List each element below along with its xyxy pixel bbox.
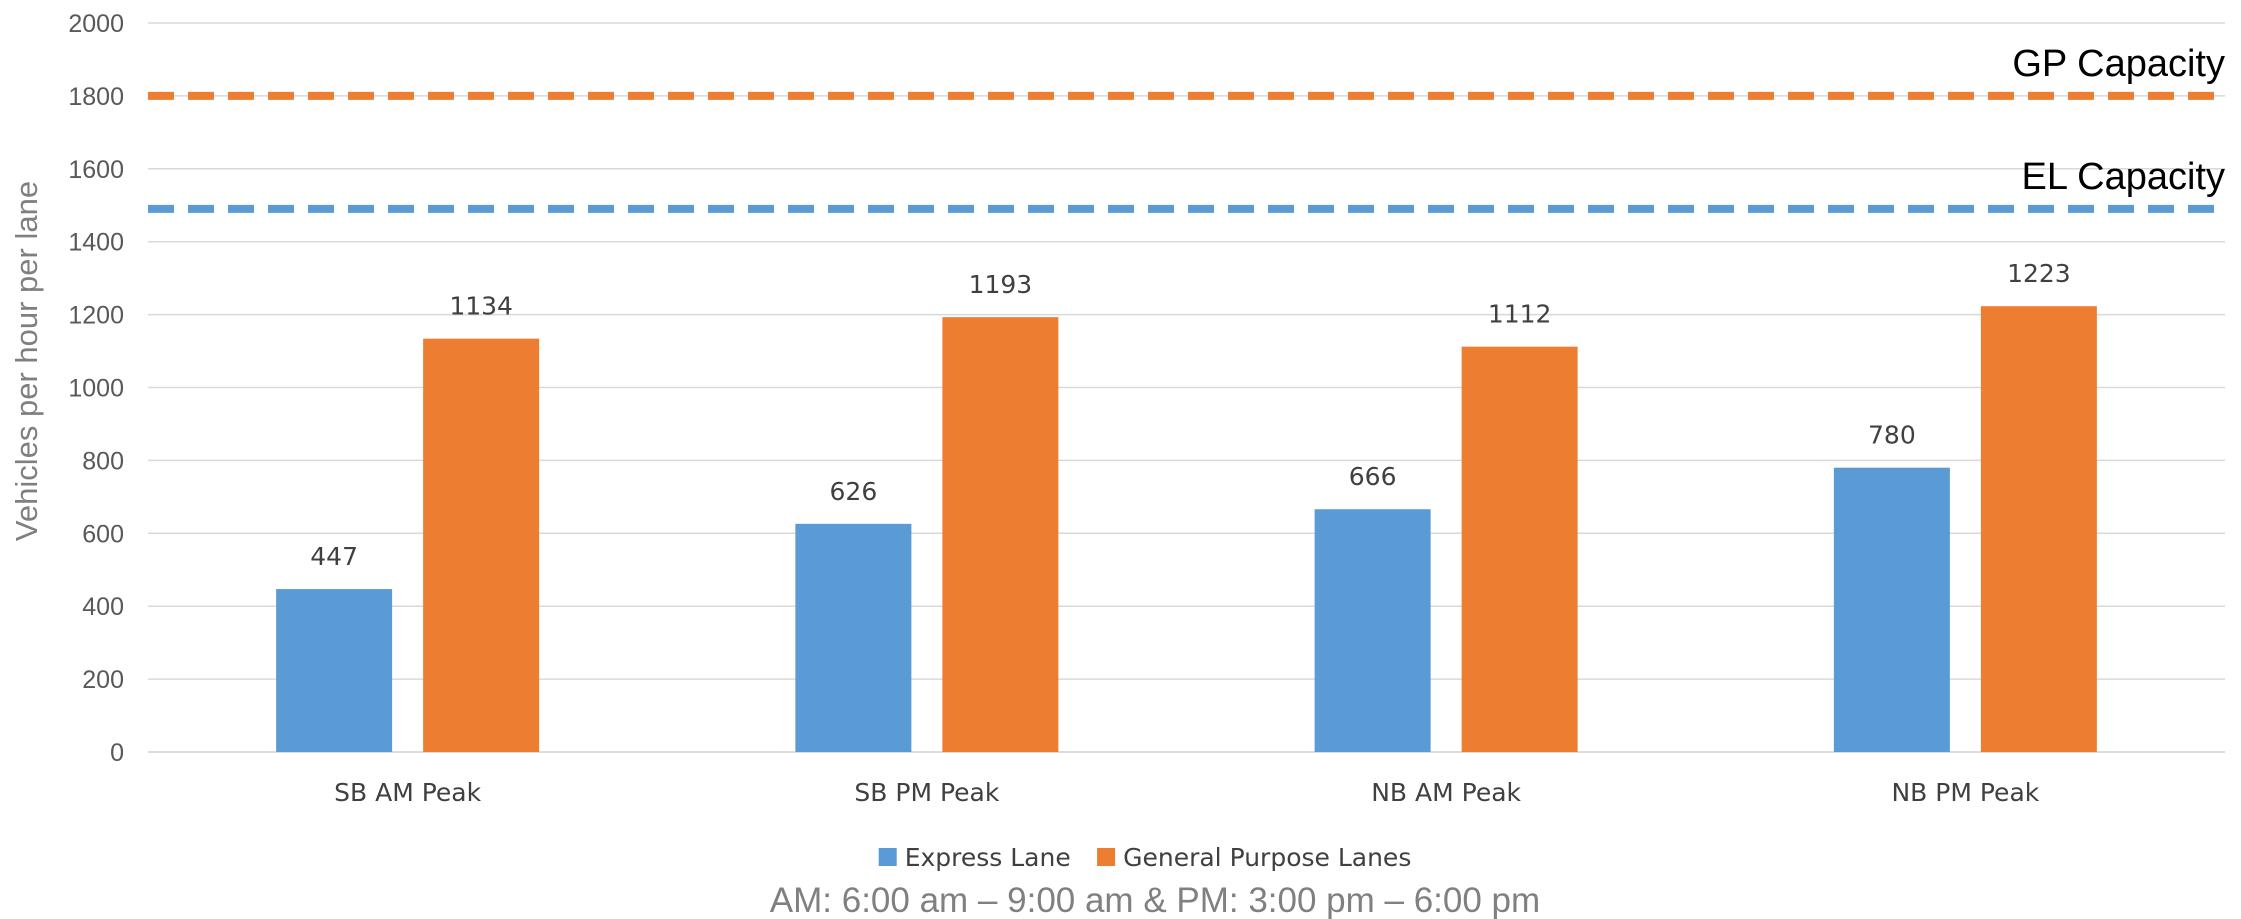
reference-line-label: GP Capacity xyxy=(2012,43,2225,85)
data-label: 626 xyxy=(830,477,878,506)
category-label: NB AM Peak xyxy=(1371,778,1521,807)
data-label: 1193 xyxy=(969,270,1033,299)
y-tick-label: 1200 xyxy=(68,302,124,330)
data-label: 1223 xyxy=(2007,259,2071,288)
legend-swatch xyxy=(1097,848,1116,866)
category-label: SB AM Peak xyxy=(334,778,481,807)
data-label: 447 xyxy=(310,542,358,571)
y-axis-label: Vehicles per hour per lane xyxy=(9,181,44,541)
data-label: 666 xyxy=(1349,462,1397,491)
bar-express-lane xyxy=(795,523,912,752)
y-tick-label: 200 xyxy=(82,666,124,694)
bar-general-purpose-lanes xyxy=(942,317,1059,752)
y-tick-label: 1000 xyxy=(68,375,124,403)
legend-label: General Purpose Lanes xyxy=(1123,843,1411,872)
y-tick-label: 800 xyxy=(82,447,124,475)
bar-general-purpose-lanes xyxy=(1980,306,2097,752)
data-labels: 447 1134 626 1193 666 1112 780 1223 xyxy=(310,259,2070,571)
legend-swatch xyxy=(878,848,897,866)
bar-express-lane xyxy=(1314,509,1431,752)
y-tick-label: 400 xyxy=(82,593,124,621)
y-tick-label: 1600 xyxy=(68,156,124,184)
time-period-note: AM: 6:00 am – 9:00 am & PM: 3:00 pm – 6:… xyxy=(770,881,1540,919)
bar-general-purpose-lanes xyxy=(423,338,540,752)
y-tick-label: 1400 xyxy=(68,229,124,257)
y-tick-labels: 0 200 400 600 800 1000 1200 1400 1600 1800 2000 xyxy=(68,10,124,767)
legend: Express Lane General Purpose Lanes xyxy=(878,843,1411,872)
y-tick-label: 0 xyxy=(110,739,124,767)
reference-line-label: EL Capacity xyxy=(2022,156,2225,198)
reference-lines: GP Capacity EL Capacity xyxy=(148,43,2225,213)
category-label: NB PM Peak xyxy=(1891,778,2039,807)
y-tick-label: 600 xyxy=(82,520,124,548)
bar-express-lane xyxy=(1833,467,1950,752)
x-tick-labels: SB AM Peak SB PM Peak NB AM Peak NB PM Peak xyxy=(334,778,2040,807)
data-label: 780 xyxy=(1868,421,1916,450)
category-label: SB PM Peak xyxy=(854,778,999,807)
y-tick-label: 1800 xyxy=(68,83,124,111)
data-label: 1112 xyxy=(1488,300,1552,329)
y-tick-label: 2000 xyxy=(68,10,124,38)
bar-express-lane xyxy=(276,589,393,752)
bar-general-purpose-lanes xyxy=(1461,346,1578,752)
data-label: 1134 xyxy=(449,292,513,321)
legend-label: Express Lane xyxy=(905,843,1071,872)
bars xyxy=(276,306,2097,752)
